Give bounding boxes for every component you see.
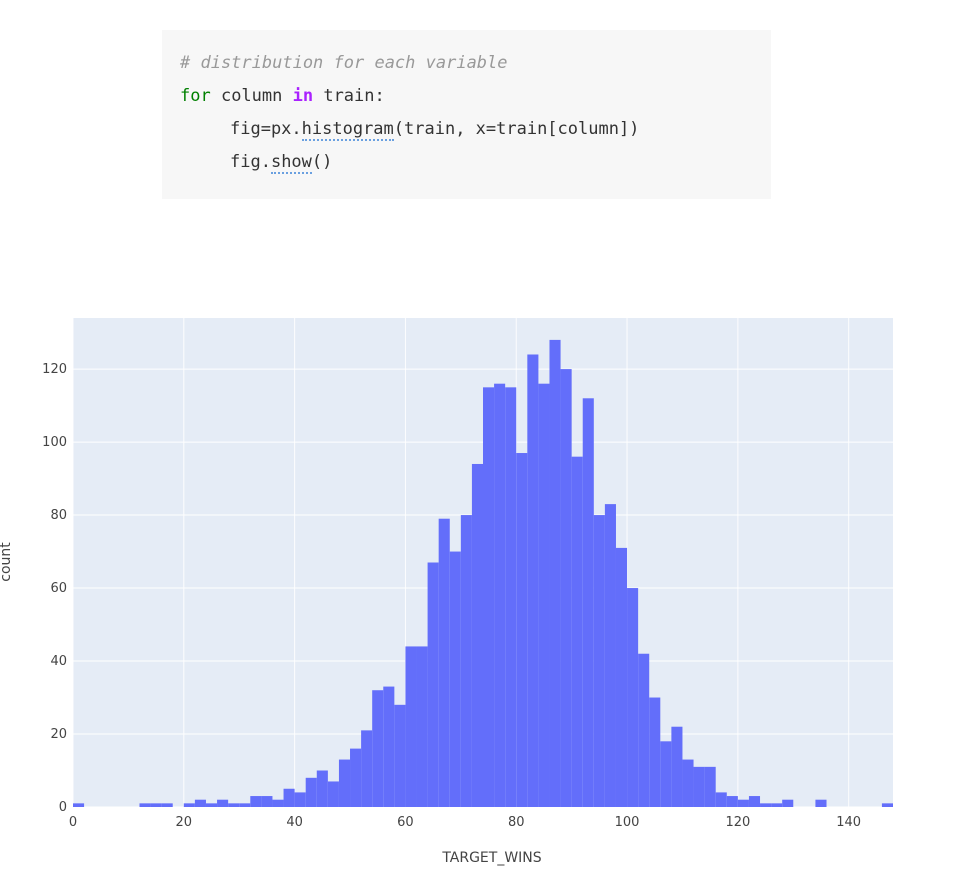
x-tick-label: 40 (286, 815, 303, 830)
bar (383, 686, 395, 807)
code-line: fig=px.histogram(train, x=train[column]) (180, 114, 771, 147)
bar (305, 777, 317, 807)
bar (217, 799, 229, 807)
y-tick-label: 20 (50, 727, 67, 742)
bar (471, 463, 483, 807)
bar (405, 646, 417, 807)
y-tick-label: 80 (50, 508, 67, 523)
bar (782, 799, 794, 807)
bar (627, 588, 639, 807)
x-tick-label: 20 (176, 815, 193, 830)
bar (205, 803, 218, 807)
code-text: () (311, 152, 333, 172)
code-text: fig=px. (230, 119, 302, 139)
bar (704, 766, 716, 807)
code-text: show (270, 152, 312, 174)
bar (494, 383, 506, 807)
bar (527, 354, 539, 807)
bar (327, 781, 339, 807)
bar (416, 646, 428, 807)
bar (283, 788, 295, 807)
code-line: # distribution for each variable (180, 48, 771, 81)
bar (582, 398, 594, 807)
bar (350, 748, 362, 807)
bar (438, 518, 450, 807)
x-tick-label: 100 (615, 815, 640, 830)
bar (239, 803, 251, 807)
bar (649, 697, 661, 807)
keyword: in (292, 86, 314, 106)
bar (682, 759, 694, 807)
y-tick-label: 100 (42, 435, 67, 450)
y-tick-label: 60 (50, 581, 67, 596)
code-text: (train, x=train[column]) (393, 119, 640, 139)
bar (771, 803, 783, 807)
bar (815, 799, 827, 807)
bar (615, 547, 628, 807)
bar (194, 799, 206, 807)
bar (593, 515, 605, 807)
bar (139, 803, 151, 807)
bar (693, 766, 705, 807)
y-tick-label: 40 (50, 654, 67, 669)
bar (638, 653, 650, 807)
bar (372, 690, 384, 807)
bar (516, 453, 528, 807)
bar (505, 387, 517, 807)
bar (760, 803, 772, 807)
bar (183, 803, 195, 807)
bar (272, 799, 284, 807)
bar (483, 387, 495, 807)
x-tick-label: 140 (836, 815, 861, 830)
bar (449, 551, 461, 807)
code-cell: # distribution for each variable for col… (162, 30, 771, 199)
bar (338, 759, 351, 807)
y-tick-label: 0 (59, 800, 67, 815)
bar (560, 369, 572, 807)
bar (316, 770, 328, 807)
bar (571, 456, 583, 807)
bar (737, 799, 749, 807)
y-axis-title: count (0, 542, 14, 582)
bar (250, 796, 262, 807)
bar (748, 796, 761, 807)
code-text: fig. (230, 152, 271, 172)
bar (161, 803, 173, 807)
bar (150, 803, 162, 807)
bar (726, 796, 738, 807)
bar (715, 792, 727, 807)
x-tick-label: 120 (725, 815, 750, 830)
comment: # distribution for each variable (180, 53, 508, 73)
x-axis-title: TARGET_WINS (441, 850, 541, 866)
y-tick-label: 120 (42, 362, 67, 377)
code-text: train: (313, 86, 385, 106)
bar (660, 741, 672, 807)
bar (361, 730, 373, 807)
code-text: histogram (301, 119, 394, 141)
bar (73, 803, 85, 807)
code-line: fig.show() (180, 147, 771, 180)
bar (538, 383, 550, 807)
bar (881, 803, 893, 807)
bar (549, 339, 561, 807)
bar (604, 504, 616, 807)
x-tick-label: 80 (508, 815, 525, 830)
bar (460, 515, 472, 807)
x-tick-label: 60 (397, 815, 414, 830)
bar (294, 792, 306, 807)
keyword: for (180, 86, 211, 106)
bar (394, 704, 406, 807)
code-line: for column in train: (180, 81, 771, 114)
x-tick-label: 0 (69, 815, 77, 830)
bar (261, 796, 273, 807)
bar (228, 803, 240, 807)
bar (427, 562, 439, 807)
code-text: column (210, 86, 293, 106)
bar (671, 726, 683, 807)
